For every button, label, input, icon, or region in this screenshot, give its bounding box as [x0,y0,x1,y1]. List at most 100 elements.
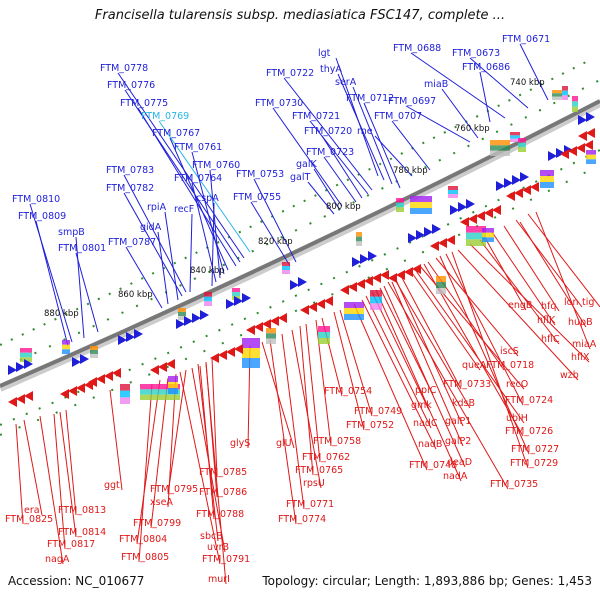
forward-gene-label-ftm-0671[interactable]: FTM_0671 [502,34,550,45]
forward-gene-label-gida[interactable]: gidA [140,222,162,233]
forward-gene-label-recf[interactable]: recF [174,204,194,215]
reverse-gene-label-ftm-0754[interactable]: FTM_0754 [324,386,372,397]
forward-gene-label-ftm-0730[interactable]: FTM_0730 [255,98,303,109]
reverse-gene-label-ftm-0726[interactable]: FTM_0726 [505,426,553,437]
reverse-gene-label-ggt[interactable]: ggt [104,480,120,491]
reverse-gene-label-nada[interactable]: nadA [443,471,468,482]
forward-gene-label-ftm-0775[interactable]: FTM_0775 [120,98,168,109]
reverse-gene-label-ftm-0762[interactable]: FTM_0762 [302,452,350,463]
reverse-gene-label-rpsu[interactable]: rpsU [303,478,325,489]
forward-gene-label-ftm-0769[interactable]: FTM_0769 [141,111,189,122]
reverse-gene-label-ftm-0825[interactable]: FTM_0825 [5,514,53,525]
reverse-gene-label-ftm-0786[interactable]: FTM_0786 [199,487,247,498]
reverse-gene-label-glu[interactable]: glU [276,438,292,449]
reverse-gene-label-ubih[interactable]: ubiH [506,413,528,424]
reverse-gene-label-ftm-0733[interactable]: FTM_0733 [443,379,491,390]
forward-gene-label-ftm-0723[interactable]: FTM_0723 [306,147,354,158]
reverse-gene-label-sbcb[interactable]: sbcB [200,531,223,542]
reverse-gene-label-ftm-0814[interactable]: FTM_0814 [58,527,106,538]
reverse-gene-label-ftm-0788[interactable]: FTM_0788 [196,509,244,520]
reverse-gene-label-quea[interactable]: queA [462,360,487,371]
reverse-gene-label-lon[interactable]: lon [564,297,578,308]
forward-gene-label-smpb[interactable]: smpB [58,227,85,238]
reverse-gene-label-tig[interactable]: tig [582,297,594,308]
reverse-gene-label-ftm-0729[interactable]: FTM_0729 [510,458,558,469]
forward-gene-label-ftm-0712[interactable]: FTM_0712 [346,93,394,104]
reverse-gene-label-ftm-0813[interactable]: FTM_0813 [58,505,106,516]
forward-gene-label-ftm-0776[interactable]: FTM_0776 [107,80,155,91]
forward-gene-label-galt[interactable]: galT [290,172,310,183]
reverse-gene-label-ftm-0791[interactable]: FTM_0791 [202,554,250,565]
reverse-gene-label-xsea[interactable]: xseA [150,497,173,508]
forward-gene-label-ftm-0686[interactable]: FTM_0686 [462,62,510,73]
forward-gene-label-ftm-0783[interactable]: FTM_0783 [106,165,154,176]
reverse-gene-label-kdsb[interactable]: kdsB [452,398,475,409]
forward-gene-label-ftm-0767[interactable]: FTM_0767 [152,128,200,139]
reverse-gene-label-ftm-0735[interactable]: FTM_0735 [490,479,538,490]
reverse-gene-label-ftm-0748[interactable]: FTM_0748 [409,460,457,471]
forward-gene-label-lgt[interactable]: lgt [318,48,331,59]
forward-gene-label-cspa[interactable]: cspA [196,193,219,204]
forward-gene-label-ftm-0688[interactable]: FTM_0688 [393,43,441,54]
reverse-gene-label-iscs[interactable]: iscS [500,346,519,357]
reverse-gene-label-ftm-0817[interactable]: FTM_0817 [47,539,95,550]
forward-gene-label-rpia[interactable]: rpiA [147,202,167,213]
reverse-gene-label-ftm-0727[interactable]: FTM_0727 [511,444,559,455]
reverse-gene-label-engb[interactable]: engB [508,300,532,311]
forward-gene-label-miab[interactable]: miaB [424,79,448,90]
reverse-gene-label-ppic[interactable]: ppiC [415,385,437,396]
forward-gene-label-ftm-0697[interactable]: FTM_0697 [388,96,436,107]
forward-gene-label-ftm-0809[interactable]: FTM_0809 [18,211,66,222]
forward-gene-label-ftm-0722[interactable]: FTM_0722 [266,68,314,79]
reverse-gene-label-miaa[interactable]: miaA [572,339,597,350]
forward-gene-label-ftm-0782[interactable]: FTM_0782 [106,183,154,194]
reverse-gene-label-hfq[interactable]: hfq [541,301,556,312]
reverse-gene-label-ftm-0749[interactable]: FTM_0749 [354,406,402,417]
reverse-gene-label-naga[interactable]: nagA [45,554,70,565]
forward-gene-label-rne[interactable]: rne [357,126,373,137]
forward-gene-label-ftm-0778[interactable]: FTM_0778 [100,63,148,74]
reverse-gene-label-nadc[interactable]: nadC [413,418,438,429]
forward-gene-label-ftm-0707[interactable]: FTM_0707 [374,111,422,122]
reverse-gene-label-ftm-0771[interactable]: FTM_0771 [286,499,334,510]
reverse-gene-label-hflk[interactable]: hflK [537,315,556,326]
forward-gene-label-ftm-0721[interactable]: FTM_0721 [292,111,340,122]
reverse-gene-label-dead[interactable]: deaD [447,457,472,468]
reverse-gene-label-muri[interactable]: murI [208,574,230,585]
reverse-gene-label-era[interactable]: era [24,505,40,516]
forward-gene-label-ftm-0801[interactable]: FTM_0801 [58,243,106,254]
reverse-gene-label-wzb[interactable]: wzb [560,370,579,381]
forward-gene-label-ftm-0760[interactable]: FTM_0760 [192,160,240,171]
reverse-gene-label-gmk[interactable]: gmk [411,400,432,411]
forward-gene-label-ftm-0764[interactable]: FTM_0764 [174,173,222,184]
forward-gene-label-ftm-0673[interactable]: FTM_0673 [452,48,500,59]
reverse-gene-label-ftm-0799[interactable]: FTM_0799 [133,518,181,529]
reverse-gene-label-ftm-0805[interactable]: FTM_0805 [121,552,169,563]
reverse-gene-label-hflc[interactable]: hflC [541,334,560,345]
reverse-gene-label-ftm-0765[interactable]: FTM_0765 [295,465,343,476]
reverse-gene-label-ftm-0795[interactable]: FTM_0795 [150,484,198,495]
reverse-gene-label-reco[interactable]: recO [506,379,528,390]
forward-gene-label-ftm-0761[interactable]: FTM_0761 [174,142,222,153]
forward-gene-label-ftm-0787[interactable]: FTM_0787 [108,237,156,248]
reverse-gene-label-ftm-0752[interactable]: FTM_0752 [346,420,394,431]
forward-gene-label-ftm-0810[interactable]: FTM_0810 [12,194,60,205]
reverse-gene-label-nadb[interactable]: nadB [418,439,442,450]
forward-gene-label-ftm-0720[interactable]: FTM_0720 [304,126,352,137]
reverse-gene-label-ftm-0724[interactable]: FTM_0724 [505,395,553,406]
forward-gene-label-galk[interactable]: galK [296,159,317,170]
reverse-gene-label-ftm-0785[interactable]: FTM_0785 [199,467,247,478]
reverse-gene-label-ftm-0718[interactable]: FTM_0718 [486,360,534,371]
forward-gene-label-sera[interactable]: serA [335,77,357,88]
reverse-gene-label-galp2[interactable]: galP2 [445,436,471,447]
reverse-gene-label-hflx[interactable]: hflX [571,352,590,363]
reverse-gene-label-galp1[interactable]: galP1 [445,416,471,427]
forward-gene-label-ftm-0755[interactable]: FTM_0755 [233,192,281,203]
reverse-gene-label-uvrb[interactable]: uvrB [207,542,229,553]
reverse-gene-label-hupb[interactable]: hupB [568,317,593,328]
forward-gene-label-thya[interactable]: thyA [320,64,342,75]
reverse-gene-label-ftm-0774[interactable]: FTM_0774 [278,514,326,525]
reverse-gene-label-ftm-0804[interactable]: FTM_0804 [119,534,167,545]
forward-gene-label-ftm-0753[interactable]: FTM_0753 [236,169,284,180]
reverse-gene-label-glys[interactable]: glyS [230,438,250,449]
